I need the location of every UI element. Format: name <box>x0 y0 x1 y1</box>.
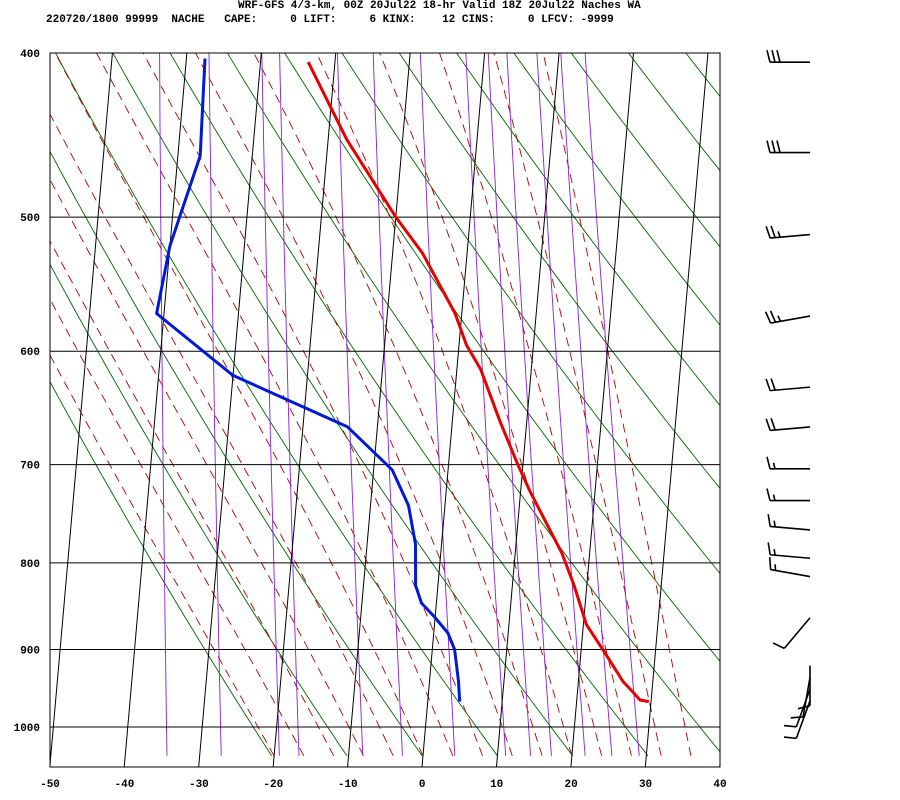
mixing-ratio-line <box>560 53 613 756</box>
x-tick-label: -20 <box>263 779 283 791</box>
wind-barb <box>764 310 811 324</box>
dry-adiabat <box>227 53 720 753</box>
dry-adiabat <box>570 53 720 248</box>
dewpoint-line <box>155 58 462 702</box>
moist-adiabat <box>493 53 662 756</box>
mixing-ratio-line <box>419 53 456 756</box>
dry-adiabat <box>398 53 720 490</box>
dry-adiabat <box>55 53 498 757</box>
x-tick-label: -50 <box>40 779 60 791</box>
y-tick-label: 900 <box>20 645 40 657</box>
sounding-info: 220720/1800 99999 NACHE CAPE: 0 LIFT: 6 … <box>46 14 614 26</box>
wind-barb <box>766 140 810 154</box>
moist-adiabat <box>253 53 543 756</box>
isotherms <box>0 53 857 767</box>
dry-adiabat <box>169 53 649 757</box>
y-tick-label: 600 <box>20 347 40 359</box>
wind-barb <box>783 688 811 728</box>
moist-adiabat <box>50 240 335 757</box>
isotherm <box>50 53 113 767</box>
dry-adiabat <box>50 380 272 757</box>
isotherm <box>272 53 337 767</box>
mixing-ratio-line <box>584 53 640 756</box>
x-tick-label: 40 <box>713 779 726 791</box>
chart-title: WRF-GFS 4/3-km, 00Z 20Jul22 18-hr Valid … <box>238 0 641 12</box>
isotherm <box>198 53 262 767</box>
x-tick-label: 0 <box>419 779 426 791</box>
mixing-ratio-line <box>465 53 507 756</box>
mixing-ratio-line <box>159 53 168 756</box>
isotherm <box>719 758 720 767</box>
moist-adiabat <box>439 53 632 756</box>
moist-adiabat <box>315 53 573 756</box>
temperature-line <box>306 61 650 704</box>
wind-barb <box>767 514 811 531</box>
dry-adiabat <box>858 53 900 756</box>
wind-barb <box>772 617 811 650</box>
moist-adiabat <box>54 53 424 756</box>
mixing-ratio-line <box>279 53 300 756</box>
wind-barb <box>766 456 810 470</box>
y-tick-label: 400 <box>20 49 40 61</box>
isotherm <box>644 53 709 767</box>
series-layer <box>155 58 650 704</box>
moist-adiabat <box>379 53 603 756</box>
mixing-ratio-line <box>506 53 552 756</box>
y-tick-labels: 400 500 600 700 800 900 1000 <box>14 49 40 735</box>
isotherm <box>421 53 486 767</box>
x-tick-label: -30 <box>189 779 209 791</box>
x-tick-label: -40 <box>115 779 135 791</box>
moist-adiabat <box>50 354 275 757</box>
x-tick-label: 20 <box>565 779 578 791</box>
mixing-ratio-line <box>336 53 364 756</box>
wind-barb <box>765 378 811 392</box>
mixing-ratio-line <box>487 53 532 756</box>
wind-barb <box>783 700 811 740</box>
wind-barb <box>768 557 811 578</box>
y-tick-label: 500 <box>20 213 40 225</box>
moist-adiabat <box>142 53 483 756</box>
x-tick-labels: -50 -40 -30 -20 -10 0 10 20 30 40 <box>40 779 727 791</box>
isotherm <box>347 53 411 767</box>
mixing-ratio-line <box>208 53 222 756</box>
y-tick-label: 800 <box>20 559 40 571</box>
wind-barbs <box>764 49 811 740</box>
x-tick-label: -10 <box>338 779 358 791</box>
dry-adiabat <box>685 53 720 98</box>
isotherm <box>0 53 38 767</box>
y-tick-label: 700 <box>20 461 40 473</box>
isotherm <box>570 53 635 767</box>
isotherm <box>123 53 188 767</box>
dry-adiabat <box>513 53 720 326</box>
grid-lines <box>50 53 900 757</box>
mixing-ratio-line <box>372 53 403 756</box>
moist-adiabat <box>194 53 513 756</box>
isotherm <box>495 53 560 767</box>
dry-adiabat <box>743 53 900 756</box>
dry-adiabat <box>50 150 423 757</box>
wind-barb <box>766 49 810 63</box>
dry-adiabat <box>341 53 720 575</box>
isotherm <box>794 53 857 767</box>
dry-adiabat <box>112 53 574 757</box>
moist-adiabat <box>95 53 454 756</box>
dry-adiabat <box>284 53 720 662</box>
dry-adiabat <box>800 53 900 756</box>
moist-adiabat <box>50 178 364 756</box>
wind-barb <box>767 542 811 560</box>
y-tick-label: 1000 <box>14 723 40 735</box>
wind-barb <box>765 418 811 432</box>
plot-frame <box>49 52 721 768</box>
moist-adiabat <box>50 113 394 756</box>
wind-barb <box>765 225 811 239</box>
moist-adiabat <box>542 53 692 756</box>
wind-barb <box>766 488 810 502</box>
x-tick-label: 10 <box>490 779 503 791</box>
x-tick-label: 30 <box>639 779 652 791</box>
dry-adiabat <box>50 263 348 757</box>
mixing-ratio-line <box>261 53 280 756</box>
moist-adiabat <box>50 298 305 757</box>
chart-header: WRF-GFS 4/3-km, 00Z 20Jul22 18-hr Valid … <box>0 0 900 36</box>
